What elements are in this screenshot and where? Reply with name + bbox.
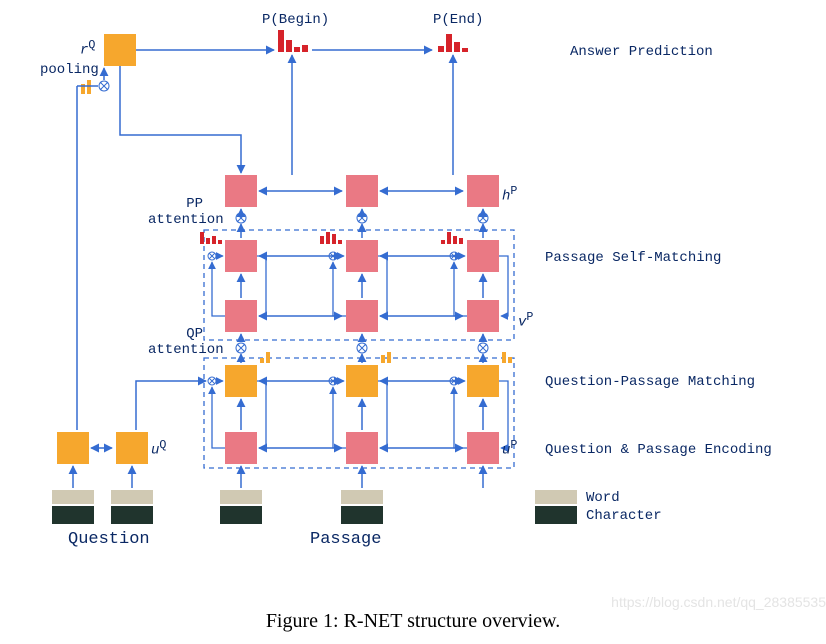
label-uQ: uQ — [151, 438, 166, 459]
label-pp: PP attention — [148, 196, 203, 228]
label-encoding: Question & Passage Encoding — [545, 442, 772, 458]
label-vP: vP — [518, 310, 533, 331]
label-char: Character — [586, 508, 662, 524]
rnet-diagram: rQ pooling P(Begin) P(End) Answer Predic… — [0, 0, 826, 600]
label-pend: P(End) — [433, 12, 483, 28]
label-passage: Passage — [310, 530, 381, 549]
label-word: Word — [586, 490, 620, 506]
label-hP: hP — [502, 184, 517, 205]
label-qpmatch: Question-Passage Matching — [545, 374, 755, 390]
uP-sup: P — [510, 438, 517, 452]
diagram-svg — [0, 0, 826, 590]
label-uP: uP — [502, 438, 517, 459]
watermark: https://blog.csdn.net/qq_28385535 — [611, 594, 826, 610]
label-answer: Answer Prediction — [570, 44, 713, 60]
hP-sup: P — [510, 184, 517, 198]
vP-sup: P — [526, 310, 533, 324]
figure-caption: Figure 1: R-NET structure overview. — [0, 610, 826, 633]
label-question: Question — [68, 530, 150, 549]
uQ-sup: Q — [159, 438, 166, 452]
label-selfmatch: Passage Self-Matching — [545, 250, 721, 266]
label-pbegin: P(Begin) — [262, 12, 329, 28]
label-qp: QP attention — [148, 326, 203, 358]
label-rQ: rQ — [80, 38, 95, 59]
label-pooling: pooling — [40, 62, 99, 78]
rQ-sup: Q — [88, 38, 95, 52]
